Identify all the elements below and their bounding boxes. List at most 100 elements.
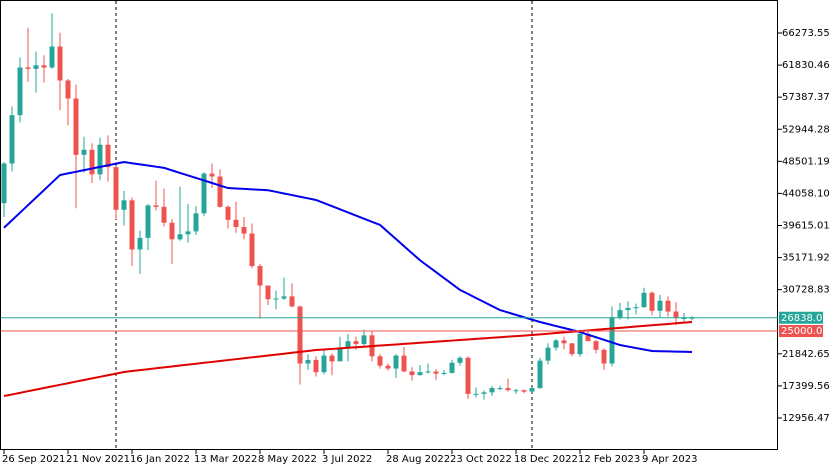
candle-body: [673, 311, 679, 319]
candle-body: [537, 360, 543, 389]
price-label-box: [779, 325, 823, 338]
candle-body: [201, 173, 207, 214]
candle-body: [49, 46, 55, 68]
candle-body: [41, 65, 47, 68]
candle-body: [9, 115, 15, 164]
candle-body: [601, 349, 607, 364]
candle-body: [161, 206, 167, 223]
price-label: 25000.00: [781, 326, 829, 337]
candle-body: [1, 163, 7, 204]
y-tick-label: 61830.46: [782, 60, 830, 71]
candle-body: [489, 388, 495, 393]
candle-body: [153, 205, 159, 207]
candle-body: [33, 65, 39, 69]
x-tick-label: 12 Feb 2023: [578, 454, 640, 465]
x-tick-label: 8 May 2022: [258, 454, 317, 465]
candle-body: [249, 233, 255, 267]
x-tick-label: 28 Aug 2022: [386, 454, 450, 465]
y-tick-label: 57387.37: [782, 92, 830, 103]
candle-body: [649, 292, 655, 311]
candle-body: [425, 371, 431, 373]
candle-body: [177, 234, 183, 240]
candle-body: [113, 167, 119, 210]
candle-body: [513, 390, 519, 392]
y-tick-label: 39615.01: [782, 220, 830, 231]
y-tick-label: 17399.56: [782, 381, 830, 392]
candle-body: [361, 335, 367, 345]
candle-body: [73, 98, 79, 155]
candle-body: [345, 341, 351, 349]
candle-body: [169, 222, 175, 240]
candle-body: [265, 285, 271, 300]
candle-body: [321, 355, 327, 373]
candle-body: [417, 372, 423, 376]
candle-body: [633, 307, 639, 309]
candle-body: [121, 200, 127, 210]
candle-body: [481, 392, 487, 394]
price-label-box: [779, 311, 823, 324]
candle-body: [393, 355, 399, 369]
candle-body: [289, 296, 295, 307]
x-tick-label: 26 Sep 2021: [2, 454, 65, 465]
candle-body: [409, 371, 415, 376]
candle-body: [241, 227, 247, 234]
y-tick-label: 66273.55: [782, 28, 830, 39]
candle-body: [657, 300, 663, 311]
candle-body: [545, 347, 551, 361]
candle-body: [57, 46, 63, 81]
candle-body: [225, 206, 231, 220]
candle-body: [25, 67, 31, 69]
x-tick-label: 16 Jan 2022: [130, 454, 190, 465]
candle-body: [305, 359, 311, 364]
x-tick-label: 23 Oct 2022: [450, 454, 512, 465]
candle-body: [385, 365, 391, 369]
candle-body: [137, 237, 143, 250]
y-tick-label: 48501.19: [782, 156, 830, 167]
candle-body: [193, 213, 199, 232]
candle-body: [665, 300, 671, 312]
candle-body: [561, 340, 567, 344]
candle-body: [185, 231, 191, 235]
candle-body: [449, 362, 455, 373]
candle-body: [529, 388, 535, 392]
candle-body: [505, 388, 511, 391]
candle-body: [105, 144, 111, 168]
price-label: 26838.01: [781, 313, 829, 324]
candle-body: [217, 176, 223, 207]
candle-body: [81, 149, 87, 155]
candle-body: [273, 298, 279, 300]
y-tick-label: 52944.28: [782, 124, 830, 135]
x-tick-label: 21 Nov 2021: [66, 454, 130, 465]
candle-body: [329, 355, 335, 362]
candle-body: [593, 341, 599, 350]
candle-body: [625, 307, 631, 311]
x-tick-label: 3 Jul 2022: [322, 454, 372, 465]
candle-body: [377, 356, 383, 366]
y-tick-label: 21842.65: [782, 349, 830, 360]
x-tick-label: 9 Apr 2023: [642, 454, 697, 465]
y-tick-label: 30728.83: [782, 285, 830, 296]
x-tick-label: 13 Mar 2022: [194, 454, 257, 465]
x-tick-label: 18 Dec 2022: [514, 454, 578, 465]
candle-body: [569, 343, 575, 355]
y-tick-label: 35171.92: [782, 253, 830, 264]
candle-body: [585, 333, 591, 342]
candle-body: [465, 357, 471, 394]
y-tick-label: 12956.47: [782, 413, 830, 424]
candle-body: [297, 306, 303, 364]
candle-body: [401, 355, 407, 372]
candle-body: [641, 292, 647, 308]
candle-body: [209, 173, 215, 177]
candle-body: [553, 340, 559, 348]
candle-body: [129, 200, 135, 250]
plot-frame: [0, 0, 778, 450]
candle-body: [457, 357, 463, 363]
candle-body: [281, 296, 287, 299]
candle-body: [97, 144, 103, 175]
candle-body: [441, 372, 447, 374]
candle-body: [681, 318, 687, 320]
y-tick-label: 44058.10: [782, 188, 830, 199]
candle-body: [145, 205, 151, 238]
candle-body: [313, 359, 319, 373]
